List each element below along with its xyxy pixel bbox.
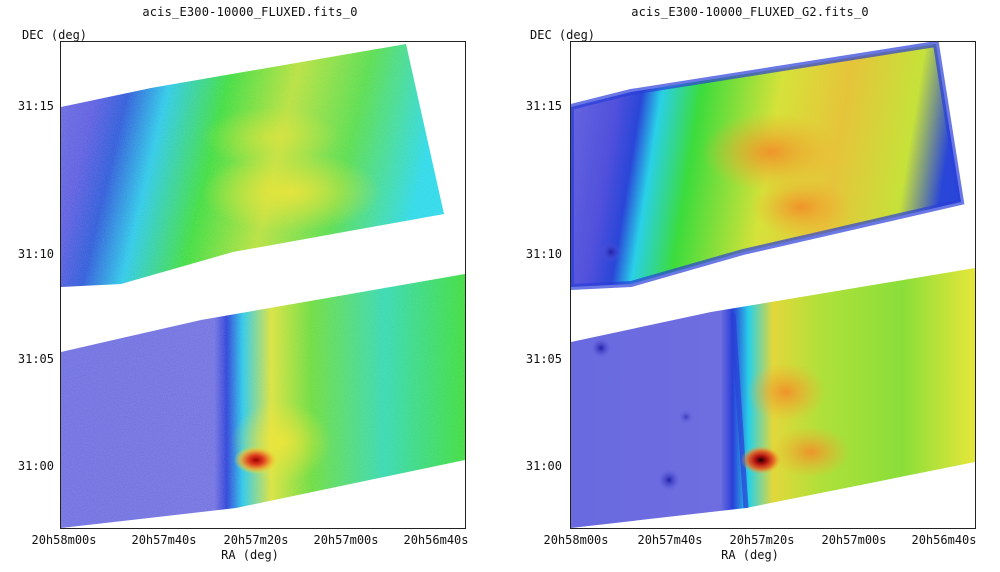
x-tick-label: 20h57m00s (313, 533, 379, 547)
fits-image-raw[interactable] (61, 42, 465, 528)
y-axis-title: DEC (deg) (530, 28, 596, 42)
panel-title: acis_E300-10000_FLUXED_G2.fits_0 (631, 5, 869, 19)
left-image-panel: acis_E300-10000_FLUXED.fits_0 DEC (deg) (17, 5, 469, 562)
x-tick-label: 20h57m20s (729, 533, 795, 547)
y-tick-label: 31:15 (17, 99, 54, 113)
y-tick-label: 31:05 (17, 352, 54, 366)
y-axis-title: DEC (deg) (22, 28, 88, 42)
x-tick-label: 20h57m00s (821, 533, 887, 547)
x-tick-label: 20h57m40s (637, 533, 703, 547)
x-tick-label: 20h56m40s (911, 533, 977, 547)
image-plot-area[interactable] (570, 41, 976, 529)
bright-source (741, 446, 781, 474)
x-tick-label: 20h56m40s (403, 533, 469, 547)
panel-title: acis_E300-10000_FLUXED.fits_0 (142, 5, 358, 19)
x-tick-label: 20h57m40s (131, 533, 197, 547)
y-tick-label: 31:05 (525, 352, 562, 366)
x-axis-title: RA (deg) (721, 548, 779, 562)
y-tick-label: 31:15 (525, 99, 562, 113)
x-tick-label: 20h57m20s (223, 533, 289, 547)
y-tick-label: 31:10 (525, 247, 562, 261)
y-tick-label: 31:10 (17, 247, 54, 261)
fits-image-smoothed[interactable] (571, 42, 975, 528)
y-tick-label: 31:00 (525, 459, 562, 473)
right-image-panel: acis_E300-10000_FLUXED_G2.fits_0 DEC (de… (500, 0, 1000, 572)
x-axis-title: RA (deg) (221, 548, 279, 562)
x-tick-label: 20h58m00s (31, 533, 97, 547)
bright-source (234, 446, 278, 474)
x-tick-label: 20h58m00s (543, 533, 609, 547)
image-plot-area[interactable] (60, 41, 466, 529)
y-tick-label: 31:00 (17, 459, 54, 473)
